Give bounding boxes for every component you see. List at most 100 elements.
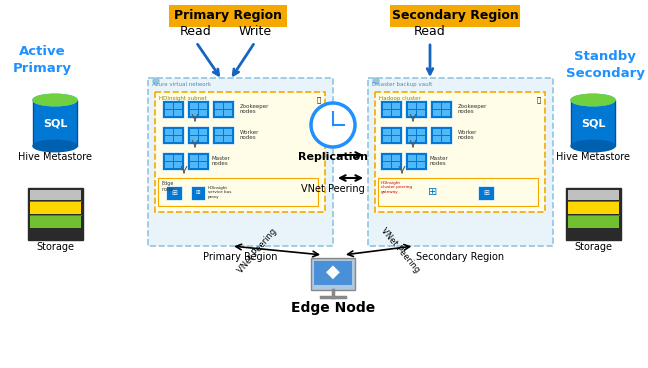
Bar — [442, 110, 450, 116]
Bar — [408, 110, 416, 116]
Ellipse shape — [571, 140, 615, 152]
Bar — [212, 126, 234, 144]
Bar — [199, 129, 207, 135]
Text: Azure virtual network: Azure virtual network — [152, 82, 211, 87]
Text: Zookeeper
nodes: Zookeeper nodes — [240, 104, 270, 114]
Bar — [215, 136, 223, 142]
Bar — [478, 186, 494, 200]
Bar — [174, 110, 182, 116]
Text: ⊞: ⊞ — [483, 190, 489, 196]
Text: 🔒: 🔒 — [317, 96, 321, 103]
Bar — [408, 155, 416, 161]
Text: ⊞: ⊞ — [171, 190, 177, 196]
Bar — [568, 190, 618, 200]
Bar — [368, 78, 553, 246]
Text: Write: Write — [238, 25, 272, 38]
Text: HDInsight
service bus
proxy: HDInsight service bus proxy — [208, 186, 231, 199]
Text: Primary Region: Primary Region — [203, 252, 278, 262]
Text: Edge
node: Edge node — [161, 181, 174, 192]
Bar — [311, 258, 355, 290]
Bar — [392, 155, 400, 161]
Bar — [384, 162, 391, 168]
Bar — [191, 103, 198, 109]
Text: Worker
nodes: Worker nodes — [458, 130, 478, 141]
Bar — [430, 100, 452, 118]
Bar — [417, 155, 425, 161]
Bar — [417, 136, 425, 142]
Text: 🔒: 🔒 — [537, 96, 541, 103]
Text: Master
nodes: Master nodes — [430, 156, 449, 166]
Bar — [174, 162, 182, 168]
Bar — [174, 129, 182, 135]
Bar — [380, 152, 402, 170]
Ellipse shape — [571, 94, 615, 106]
Circle shape — [373, 78, 379, 84]
Bar — [165, 110, 173, 116]
Bar — [408, 103, 416, 109]
Text: VNet Peering: VNet Peering — [301, 184, 365, 194]
Ellipse shape — [571, 94, 615, 106]
Bar — [199, 110, 207, 116]
Bar — [417, 103, 425, 109]
Text: HDInsight
cluster peering
gateway: HDInsight cluster peering gateway — [381, 181, 412, 194]
Bar — [33, 100, 77, 146]
Circle shape — [153, 78, 159, 84]
Bar — [187, 152, 209, 170]
Bar — [191, 136, 198, 142]
Bar — [165, 136, 173, 142]
Text: ◆: ◆ — [326, 262, 340, 280]
Bar — [199, 155, 207, 161]
Text: Hive Metastore: Hive Metastore — [556, 152, 630, 162]
Text: Storage: Storage — [36, 242, 74, 252]
Bar — [417, 129, 425, 135]
Text: Secondary Region: Secondary Region — [417, 252, 505, 262]
Bar — [174, 103, 182, 109]
Bar — [174, 136, 182, 142]
Bar — [191, 186, 205, 200]
Bar — [199, 136, 207, 142]
Text: Replication: Replication — [298, 152, 368, 162]
Text: Zookeeper
nodes: Zookeeper nodes — [458, 104, 487, 114]
Ellipse shape — [33, 94, 77, 106]
Bar — [224, 110, 232, 116]
Bar — [442, 103, 450, 109]
Bar — [417, 162, 425, 168]
Text: Hadoop cluster: Hadoop cluster — [379, 96, 421, 101]
Bar — [568, 216, 618, 228]
Bar — [408, 129, 416, 135]
Text: Hive Metastore: Hive Metastore — [18, 152, 92, 162]
Text: SQL: SQL — [581, 118, 605, 128]
Bar — [378, 178, 538, 206]
Bar — [405, 152, 427, 170]
Bar — [434, 110, 441, 116]
Bar — [191, 129, 198, 135]
Bar — [442, 136, 450, 142]
Text: VNet Peering: VNet Peering — [380, 226, 422, 275]
Text: Read: Read — [180, 25, 212, 38]
Text: Primary Region: Primary Region — [174, 10, 282, 22]
Bar — [30, 216, 80, 228]
Bar — [430, 126, 452, 144]
Bar — [191, 162, 198, 168]
Bar — [380, 100, 402, 118]
Bar — [384, 103, 391, 109]
Text: Edge Node: Edge Node — [291, 301, 375, 315]
Bar — [187, 100, 209, 118]
Bar — [165, 162, 173, 168]
Text: Master
nodes: Master nodes — [212, 156, 231, 166]
Bar — [191, 110, 198, 116]
Text: Secondary Region: Secondary Region — [391, 10, 518, 22]
Bar — [408, 162, 416, 168]
Bar — [417, 110, 425, 116]
Bar — [165, 103, 173, 109]
Text: Worker
nodes: Worker nodes — [240, 130, 259, 141]
Bar — [162, 126, 184, 144]
Bar — [215, 129, 223, 135]
Bar — [392, 103, 400, 109]
Bar — [158, 178, 318, 206]
Bar — [212, 100, 234, 118]
Bar — [571, 100, 615, 146]
Text: Disaster backup vault: Disaster backup vault — [372, 82, 432, 87]
Ellipse shape — [33, 140, 77, 152]
Text: ⊞: ⊞ — [196, 191, 200, 195]
